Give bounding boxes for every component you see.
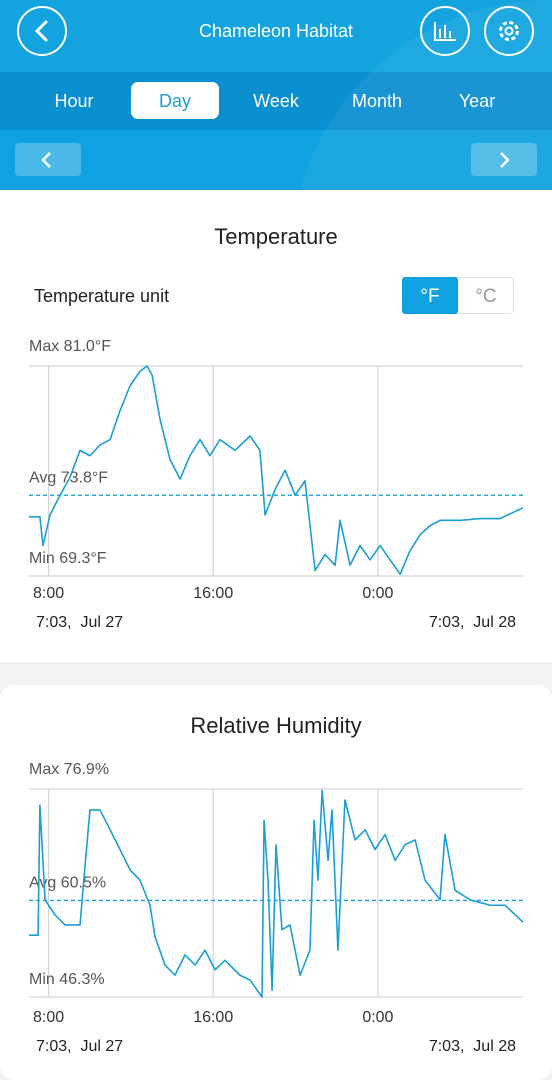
back-button[interactable] [17,6,67,56]
chart-title: Relative Humidity [190,713,361,738]
nav-bar [0,130,552,190]
unit-selected-bg [402,277,458,314]
humidity-card [0,685,552,1080]
y-tick-label: Avg 73.8°F [29,469,108,486]
prev-bg [15,143,81,176]
chart-circle [420,6,470,56]
x-tick-label: 0:00 [362,1009,393,1026]
settings-button[interactable] [484,6,534,56]
prev-icon [41,152,51,168]
date-label: 7:03, Jul 27 [36,614,123,631]
y-tick-label: Avg 60.5% [29,875,106,892]
tab-bar [0,72,552,130]
unit-label: Temperature unit [34,286,169,306]
chart-icon [434,22,456,41]
x-tick-label: 8:00 [33,1009,64,1026]
back-icon [34,20,48,42]
unit-option[interactable]: °F [420,286,439,307]
date-label: 7:03, Jul 28 [429,614,516,631]
back-circle [17,6,67,56]
temperature-card [0,190,552,662]
gear-hub [504,26,514,36]
decor [300,0,552,190]
unit-option[interactable]: °C [475,286,496,307]
y-tick-label: Max 76.9% [29,761,109,778]
y-tick-label: Min 46.3% [29,971,105,988]
tabs: Hour Day Week Month Year [54,82,495,119]
x-tick-label: 0:00 [362,585,393,602]
tab-selected-bg [131,82,219,119]
next-button[interactable] [471,143,537,176]
date-label: 7:03, Jul 28 [429,1038,516,1055]
date-label: 7:03, Jul 27 [36,1038,123,1055]
chart-button[interactable] [420,6,470,56]
tab[interactable]: Day [159,91,191,111]
unit-toggle: °F °C [402,277,514,314]
settings-circle [484,6,534,56]
y-tick-label: Min 69.3°F [29,550,107,567]
tab[interactable]: Hour [54,91,93,111]
prev-button[interactable] [15,143,81,176]
data-line [29,365,524,576]
x-tick-label: 16:00 [193,1009,233,1026]
tab[interactable]: Month [352,91,402,111]
header-title: Chameleon Habitat [199,21,353,41]
x-tick-label: 8:00 [33,585,64,602]
charts: Temperature 8:00 16:00 0:00 Max 81.0°F Avg 73… [29,224,524,1055]
x-tick-label: 16:00 [193,585,233,602]
next-icon [500,152,510,168]
tab[interactable]: Week [253,91,300,111]
tab[interactable]: Year [459,91,495,111]
gear-teeth [499,21,519,41]
chart-title: Temperature [214,224,338,249]
y-tick-label: Max 81.0°F [29,338,111,355]
data-line [29,789,524,998]
next-bg [471,143,537,176]
